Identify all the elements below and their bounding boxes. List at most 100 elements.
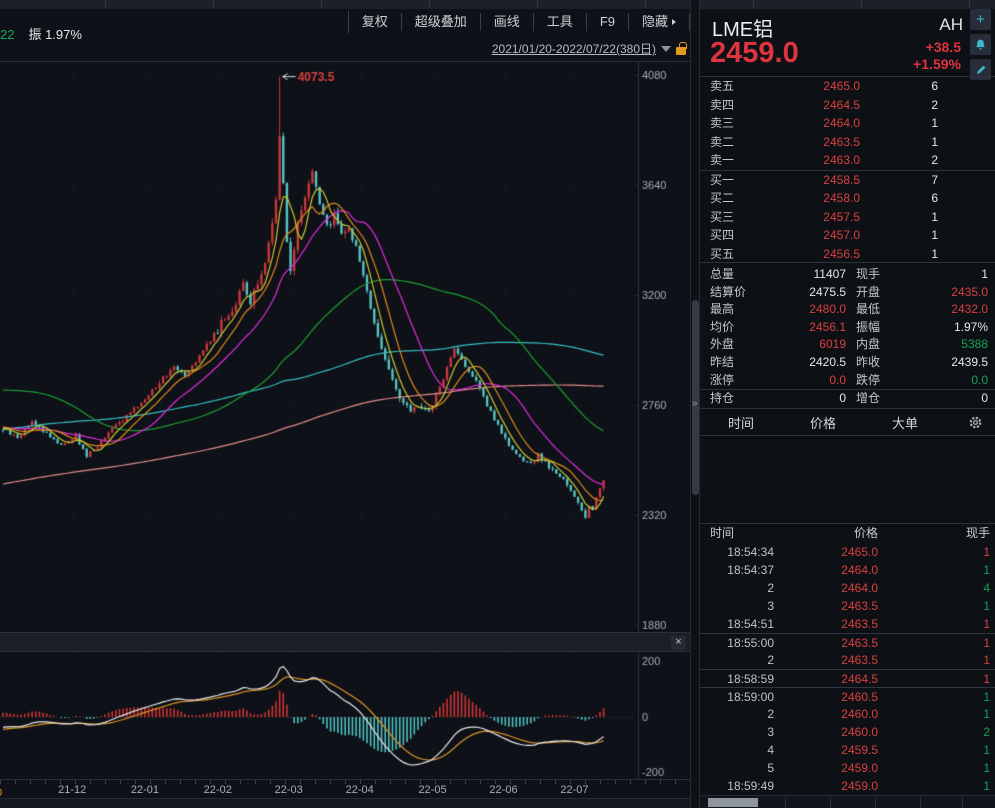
strip-divider (429, 1, 430, 8)
stat-label: 开盘 (856, 284, 881, 299)
menu-item-label: 超级叠加 (414, 14, 467, 29)
bid-price: 2457.0 (823, 228, 860, 242)
menu-item-6[interactable]: 隐藏 (629, 13, 690, 31)
menu-item-label: 画线 (493, 14, 520, 29)
tab-1[interactable]: 时间 (727, 415, 754, 431)
trade-row: 18:59:49 2459.0 1 (700, 777, 995, 795)
trade-qty: 1 (983, 545, 990, 559)
bid-qty: 1 (931, 209, 938, 224)
menu-item-2[interactable]: 超级叠加 (402, 13, 481, 31)
menu-item-3[interactable]: 画线 (481, 13, 534, 31)
time-axis-label: 22-05 (418, 784, 447, 796)
date-range-text[interactable]: 2021/01/20-2022/07/22(380日) (491, 42, 656, 56)
bid-level-label: 买五 (710, 246, 735, 261)
chart-menubar: 复权 超级叠加 画线 工具 F9 隐藏 (347, 11, 690, 33)
bid-level-label: 买四 (710, 228, 735, 242)
bid-row[interactable]: 买一 2458.5 7 (700, 171, 995, 190)
stat-value: 6019 (819, 337, 846, 352)
close-indicator-button[interactable]: × (671, 636, 686, 650)
menu-item-label: 隐藏 (641, 14, 668, 29)
stat-value: 2456.1 (809, 319, 846, 334)
stat-value: 11407 (813, 267, 846, 281)
stats-row: 结算价 2475.5 开盘 2435.0 (700, 284, 995, 302)
ask-price: 2464.0 (823, 116, 860, 130)
collapse-arrow-icon[interactable]: » (692, 398, 698, 409)
trade-qty: 1 (983, 599, 990, 613)
stat-label: 最低 (856, 302, 881, 317)
trade-qty: 1 (983, 761, 990, 775)
stat-label: 均价 (710, 319, 735, 334)
trade-header-time: 时间 (710, 526, 735, 540)
panel-bottom-scrollbar[interactable] (700, 795, 995, 808)
ask-row[interactable]: 卖一 2463.0 2 (700, 151, 995, 170)
strip-divider (861, 1, 862, 8)
detail-tabs: 时间 价格 大单 (700, 408, 995, 436)
stat-value: 2435.0 (951, 284, 988, 299)
trade-price: 2463.5 (841, 617, 878, 631)
ask-row[interactable]: 卖四 2464.5 2 (700, 96, 995, 115)
bid-row[interactable]: 买二 2458.0 6 (700, 189, 995, 208)
trade-price: 2459.0 (841, 779, 878, 793)
trade-qty: 1 (983, 779, 990, 793)
trade-row: 2 2464.0 4 (700, 579, 995, 597)
bid-row[interactable]: 买五 2456.5 1 (700, 245, 995, 264)
pane-divider[interactable]: × (0, 632, 692, 652)
trade-time: 5 (767, 761, 774, 775)
date-range-selector[interactable]: 2021/01/20-2022/07/22(380日) (491, 40, 687, 57)
stats-row: 总量 11407 现手 1 (700, 266, 995, 284)
bell-icon[interactable] (970, 34, 991, 55)
order-book: 卖五 2465.0 6 卖四 2464.5 2 卖三 2464.0 1 卖二 2463.5 1 卖一 24… (700, 76, 995, 263)
trade-price: 2460.0 (841, 707, 878, 721)
ask-row[interactable]: 卖二 2463.5 1 (700, 133, 995, 152)
bid-price: 2458.0 (823, 191, 860, 205)
gear-icon[interactable] (968, 415, 983, 430)
time-axis-label: 22-02 (203, 784, 232, 796)
ask-row[interactable]: 卖三 2464.0 1 (700, 114, 995, 133)
unlock-icon[interactable] (676, 41, 687, 55)
chart-bottom-scrollbar[interactable]: 0 (0, 787, 692, 808)
bid-row[interactable]: 买四 2457.0 1 (700, 226, 995, 245)
tab-3[interactable]: 大单 (891, 415, 918, 431)
pencil-icon[interactable] (970, 59, 991, 80)
trade-time: 18:58:59 (727, 672, 774, 686)
stats-panel: 总量 11407 现手 1 结算价 2475.5 开盘 2435.0 最高 2480.0 最低 243… (700, 262, 995, 407)
time-axis-label: 22-07 (560, 784, 589, 796)
stat-label: 涨停 (710, 372, 735, 387)
trade-price: 2460.5 (841, 690, 878, 704)
trade-time: 2 (767, 581, 774, 595)
bid-qty: 1 (931, 228, 938, 242)
scrollbar-segment (785, 797, 786, 808)
chevron-down-icon[interactable] (661, 46, 671, 52)
panel-splitter[interactable]: » (690, 0, 700, 808)
ask-price: 2463.0 (823, 153, 860, 167)
stat-label: 最高 (710, 302, 735, 317)
market-toggle-ah[interactable]: AH (939, 15, 963, 34)
scrollbar-segment (962, 797, 963, 808)
trade-time: 18:54:34 (727, 545, 774, 559)
splitter-thumb[interactable] (692, 300, 699, 495)
macd-chart-canvas[interactable] (0, 652, 692, 779)
trade-row: 18:58:59 2464.5 1 (700, 669, 995, 687)
trade-qty: 2 (983, 725, 990, 739)
menu-item-1[interactable]: 复权 (349, 13, 402, 31)
bid-price: 2458.5 (823, 172, 860, 187)
candlestick-chart-canvas[interactable] (0, 62, 692, 632)
ask-price: 2463.5 (823, 134, 860, 149)
menu-item-label: 复权 (361, 14, 388, 29)
trade-price: 2460.0 (841, 725, 878, 739)
tab-2[interactable]: 价格 (809, 415, 836, 431)
menu-item-5[interactable]: F9 (587, 13, 629, 31)
ask-row[interactable]: 卖五 2465.0 6 (700, 77, 995, 96)
bid-row[interactable]: 买三 2457.5 1 (700, 208, 995, 227)
trade-time: 2 (767, 653, 774, 667)
menu-item-4[interactable]: 工具 (534, 13, 587, 31)
scrollbar-thumb[interactable] (708, 798, 758, 807)
strip-divider (645, 1, 646, 8)
trade-price: 2459.5 (841, 743, 878, 757)
trade-qty: 1 (983, 653, 990, 667)
trade-row: 18:54:37 2464.0 1 (700, 561, 995, 579)
ask-qty: 2 (931, 97, 938, 112)
amplitude-overlay: 22 振 1.97% (0, 24, 82, 43)
plus-icon[interactable]: + (970, 9, 991, 30)
quote-panel: LME铝 AH + 2459.0 +38.5 +1.59% 卖五 2465.0 6 卖… (700, 9, 995, 808)
